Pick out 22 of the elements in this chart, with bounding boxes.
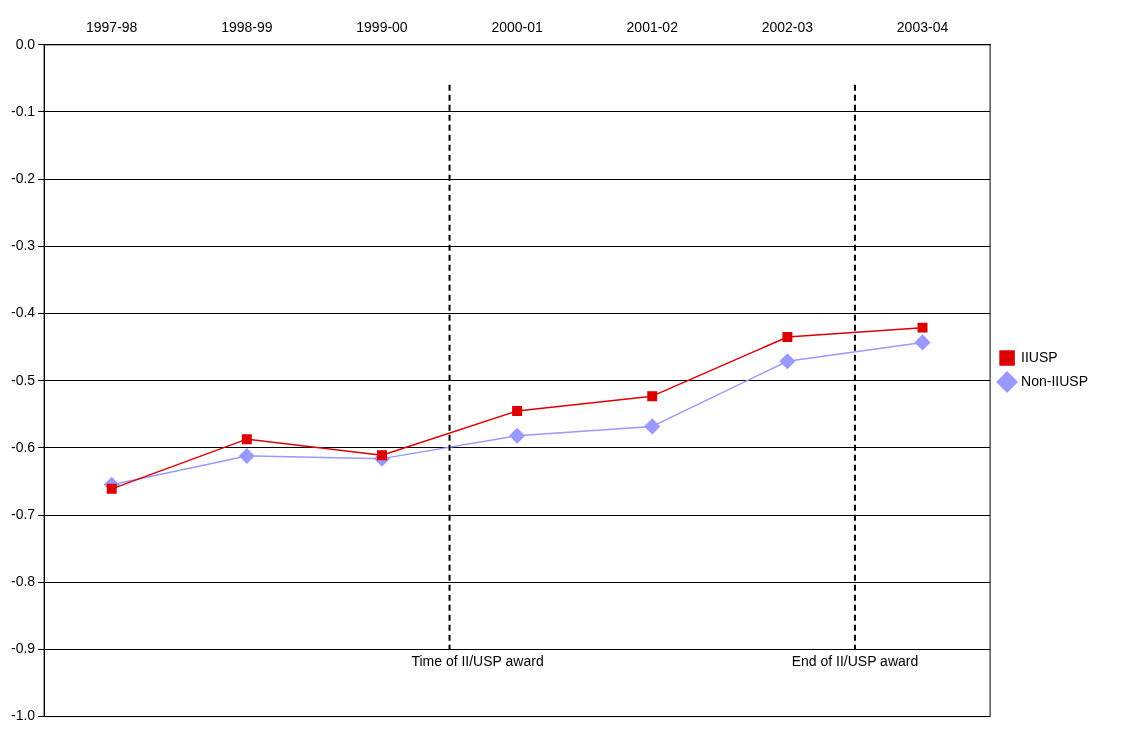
annotation: End of II/USP award <box>791 653 919 670</box>
x-tick-label: 2001-02 <box>626 19 679 36</box>
x-tick-label: 1998-99 <box>221 19 273 36</box>
y-tick-label: 0.0 <box>15 35 36 52</box>
annotation: Time of II/USP award <box>411 653 544 670</box>
y-tick-label: -0.6 <box>11 438 36 455</box>
y-tick-label: -0.1 <box>11 102 36 119</box>
x-tick-label: 1997-98 <box>86 19 138 36</box>
legend-label: Non-IIUSP <box>1021 372 1089 389</box>
y-tick-label: -0.3 <box>11 237 36 254</box>
y-tick-label: -0.7 <box>11 505 36 522</box>
legend-label: IIUSP <box>1021 348 1058 365</box>
x-tick-label: 2000-01 <box>491 19 543 36</box>
x-tick-label: 1999-00 <box>356 19 408 36</box>
y-tick-label: -0.9 <box>11 640 36 657</box>
y-tick-label: -0.5 <box>11 371 36 388</box>
x-tick-label: 2002-03 <box>761 19 814 36</box>
y-tick-label: -0.2 <box>11 170 36 187</box>
y-tick-label: -0.4 <box>11 304 36 321</box>
x-tick-label: 2003-04 <box>896 19 949 36</box>
y-tick-label: -0.8 <box>11 573 36 590</box>
y-tick-label: -1.0 <box>11 707 36 724</box>
